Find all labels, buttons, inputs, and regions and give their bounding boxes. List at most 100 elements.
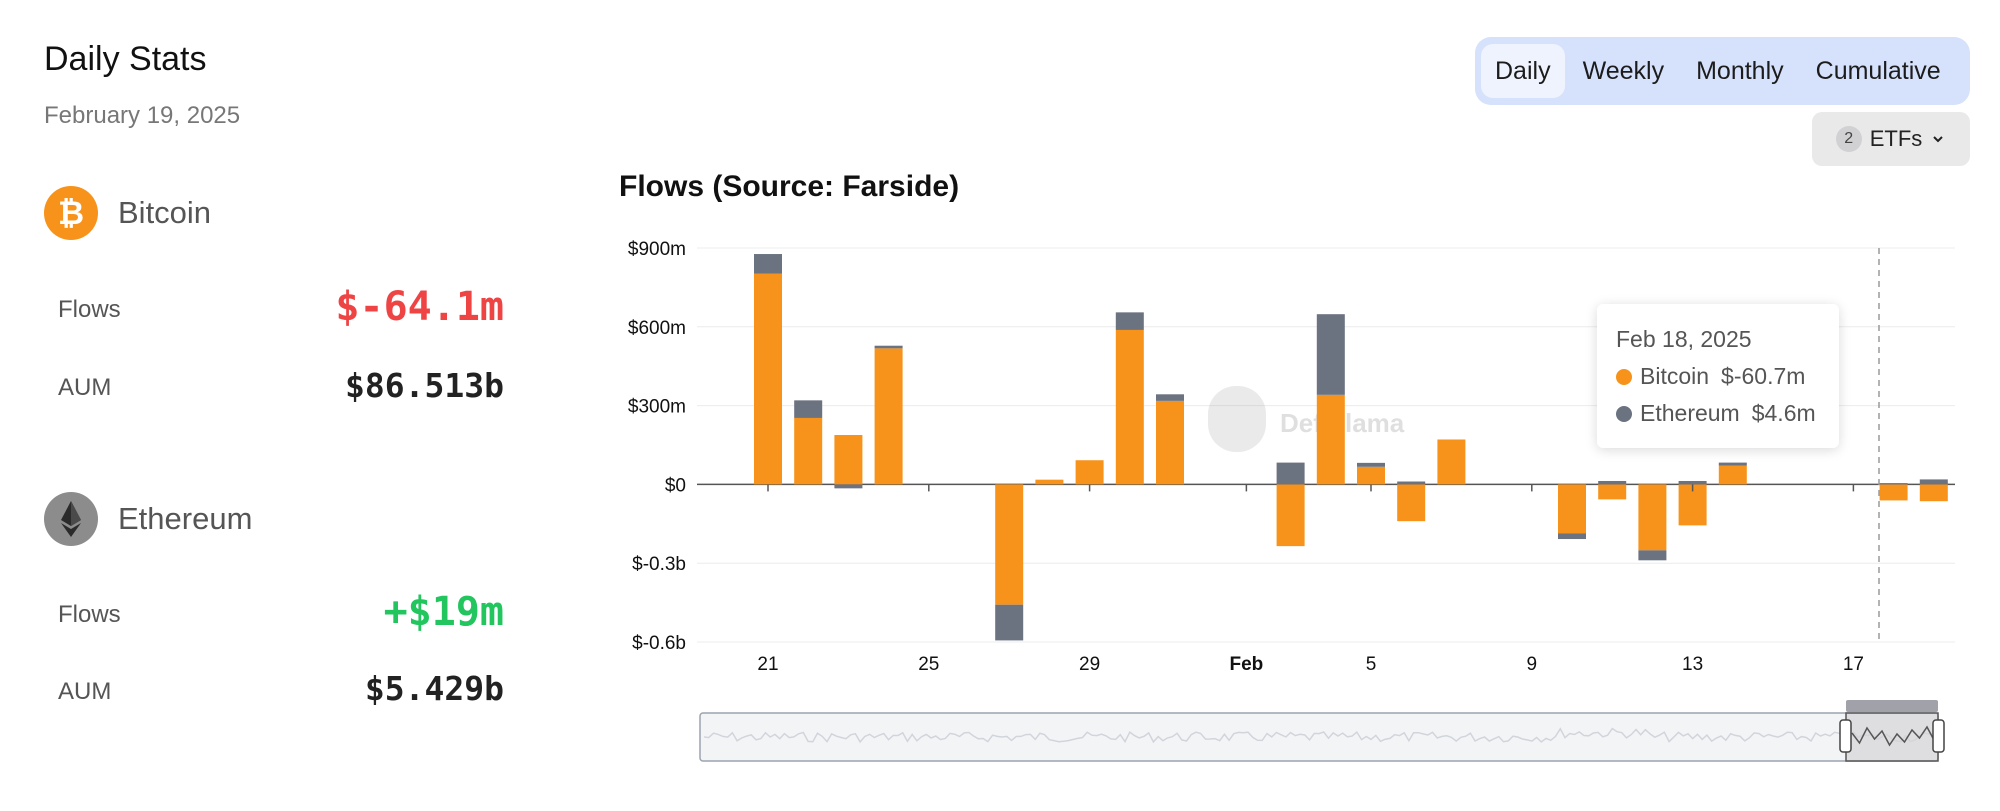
bar-ethereum — [1879, 483, 1908, 485]
slider-selection-line — [1851, 725, 1936, 747]
x-tick-label: 25 — [918, 654, 939, 675]
tooltip-row-bitcoin: Bitcoin $-60.7m — [1616, 363, 1839, 390]
x-tick-label: 29 — [1079, 654, 1100, 675]
ethereum-flows-label: Flows — [58, 601, 121, 628]
etf-filter-label: ETFs — [1869, 126, 1923, 151]
bar-bitcoin — [1316, 394, 1345, 485]
period-selector: Daily Weekly Monthly Cumulative — [1475, 37, 1970, 105]
bar-ethereum — [1397, 481, 1426, 485]
ethereum-icon — [44, 492, 98, 546]
bitcoin-flows-value: $-64.1m — [335, 284, 504, 330]
bar-bitcoin — [874, 348, 903, 485]
bar-bitcoin — [995, 484, 1024, 605]
bar-ethereum — [1357, 462, 1385, 467]
bar-ethereum — [1316, 314, 1345, 395]
y-axis-labels: $900m $600m $300m $0 $-0.3b $-0.6b — [628, 239, 686, 654]
bitcoin-icon: ₿ — [44, 186, 98, 240]
x-tick-label: 17 — [1843, 654, 1864, 675]
y-tick-label: $600m — [628, 318, 686, 339]
bar-ethereum — [1638, 550, 1667, 561]
ethereum-name: Ethereum — [118, 501, 253, 536]
bitcoin-flows-label: Flows — [58, 296, 121, 323]
bars — [754, 254, 1948, 641]
y-tick-label: $0 — [665, 475, 686, 496]
bitcoin-name: Bitcoin — [118, 195, 212, 230]
chart-tooltip: Feb 18, 2025 Bitcoin $-60.7m Ethereum $4… — [1597, 304, 1839, 448]
bar-ethereum — [1115, 312, 1144, 330]
bar-ethereum — [754, 254, 782, 274]
bar-ethereum — [874, 345, 903, 349]
bar-bitcoin — [1558, 484, 1586, 534]
tab-weekly[interactable]: Weekly — [1582, 56, 1665, 85]
x-axis-labels: 21 25 29 Feb 5 9 13 17 — [757, 484, 1864, 675]
bar-bitcoin — [1357, 466, 1385, 485]
bar-ethereum — [1718, 462, 1747, 466]
range-slider[interactable] — [699, 700, 1945, 762]
bar-bitcoin — [1879, 484, 1908, 501]
bar-bitcoin — [794, 417, 823, 485]
bar-bitcoin — [1598, 484, 1627, 500]
y-tick-label: $900m — [628, 239, 686, 260]
bar-bitcoin — [1718, 465, 1747, 485]
bar-bitcoin — [1919, 484, 1948, 502]
tab-daily[interactable]: Daily — [1481, 44, 1565, 98]
bar-ethereum — [1558, 533, 1586, 540]
chevron-down-icon — [1933, 136, 1943, 143]
x-tick-label: 21 — [757, 654, 778, 675]
bar-ethereum — [1276, 462, 1305, 485]
slider-right-handle — [1932, 719, 1945, 753]
bitcoin-aum-label: AUM — [58, 374, 112, 401]
stats-date: February 19, 2025 — [44, 102, 241, 129]
bar-ethereum — [834, 484, 863, 489]
chart-title: Flows (Source: Farside) — [619, 170, 960, 203]
etf-count-badge: 2 — [1835, 126, 1862, 152]
y-tick-label: $300m — [628, 397, 686, 418]
slider-drag-handle — [1846, 700, 1938, 712]
ethereum-dot-icon — [1616, 405, 1632, 422]
watermark-logo — [1208, 386, 1266, 452]
tooltip-series-name: Bitcoin — [1640, 363, 1710, 389]
slider-left-handle — [1839, 719, 1852, 753]
ethereum-aum-value: $5.429b — [364, 669, 504, 708]
bar-bitcoin — [1035, 479, 1064, 485]
ethereum-flows-value: +$19m — [383, 589, 504, 635]
tooltip-row-ethereum: Ethereum $4.6m — [1616, 400, 1839, 427]
bar-bitcoin — [1075, 460, 1104, 485]
bar-ethereum — [1678, 480, 1707, 485]
y-tick-label: $-0.6b — [632, 633, 686, 654]
svg-text:₿: ₿ — [58, 194, 84, 232]
ethereum-aum-label: AUM — [58, 678, 112, 705]
bar-ethereum — [794, 400, 823, 418]
tooltip-date: Feb 18, 2025 — [1616, 326, 1752, 352]
etf-filter-button[interactable]: 2 ETFs — [1812, 112, 1970, 166]
x-tick-label: Feb — [1229, 654, 1263, 675]
bar-ethereum — [1598, 480, 1627, 485]
y-tick-label: $-0.3b — [632, 554, 686, 575]
bar-bitcoin — [1397, 484, 1426, 522]
slider-selection — [1845, 712, 1939, 762]
tooltip-series-value: $4.6m — [1751, 400, 1816, 426]
tooltip-series-name: Ethereum — [1640, 400, 1740, 426]
x-tick-label: 9 — [1527, 654, 1538, 675]
x-tick-label: 13 — [1682, 654, 1703, 675]
bar-bitcoin — [754, 273, 782, 485]
bitcoin-dot-icon — [1616, 368, 1632, 385]
bar-ethereum — [995, 604, 1024, 641]
tab-cumulative[interactable]: Cumulative — [1815, 56, 1941, 85]
bar-bitcoin — [1437, 439, 1466, 485]
bar-ethereum — [1156, 394, 1184, 401]
slider-preview-line — [703, 727, 1935, 744]
bar-ethereum — [1919, 479, 1948, 485]
defillama-watermark: DefiLlama — [1208, 386, 1405, 452]
tab-monthly[interactable]: Monthly — [1696, 56, 1784, 85]
bitcoin-header: ₿ Bitcoin — [44, 186, 211, 240]
bar-bitcoin — [1115, 329, 1144, 485]
page-title: Daily Stats — [44, 40, 207, 78]
bar-bitcoin — [1156, 400, 1184, 485]
bar-bitcoin — [1276, 484, 1305, 547]
bitcoin-aum-value: $86.513b — [345, 366, 504, 405]
ethereum-header: Ethereum — [44, 492, 252, 546]
bar-bitcoin — [1638, 484, 1667, 551]
x-tick-label: 5 — [1366, 654, 1377, 675]
